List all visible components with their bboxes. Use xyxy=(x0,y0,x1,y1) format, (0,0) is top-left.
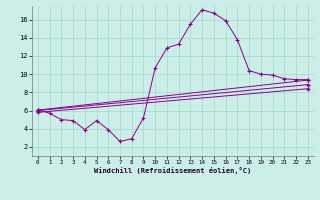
X-axis label: Windchill (Refroidissement éolien,°C): Windchill (Refroidissement éolien,°C) xyxy=(94,167,252,174)
